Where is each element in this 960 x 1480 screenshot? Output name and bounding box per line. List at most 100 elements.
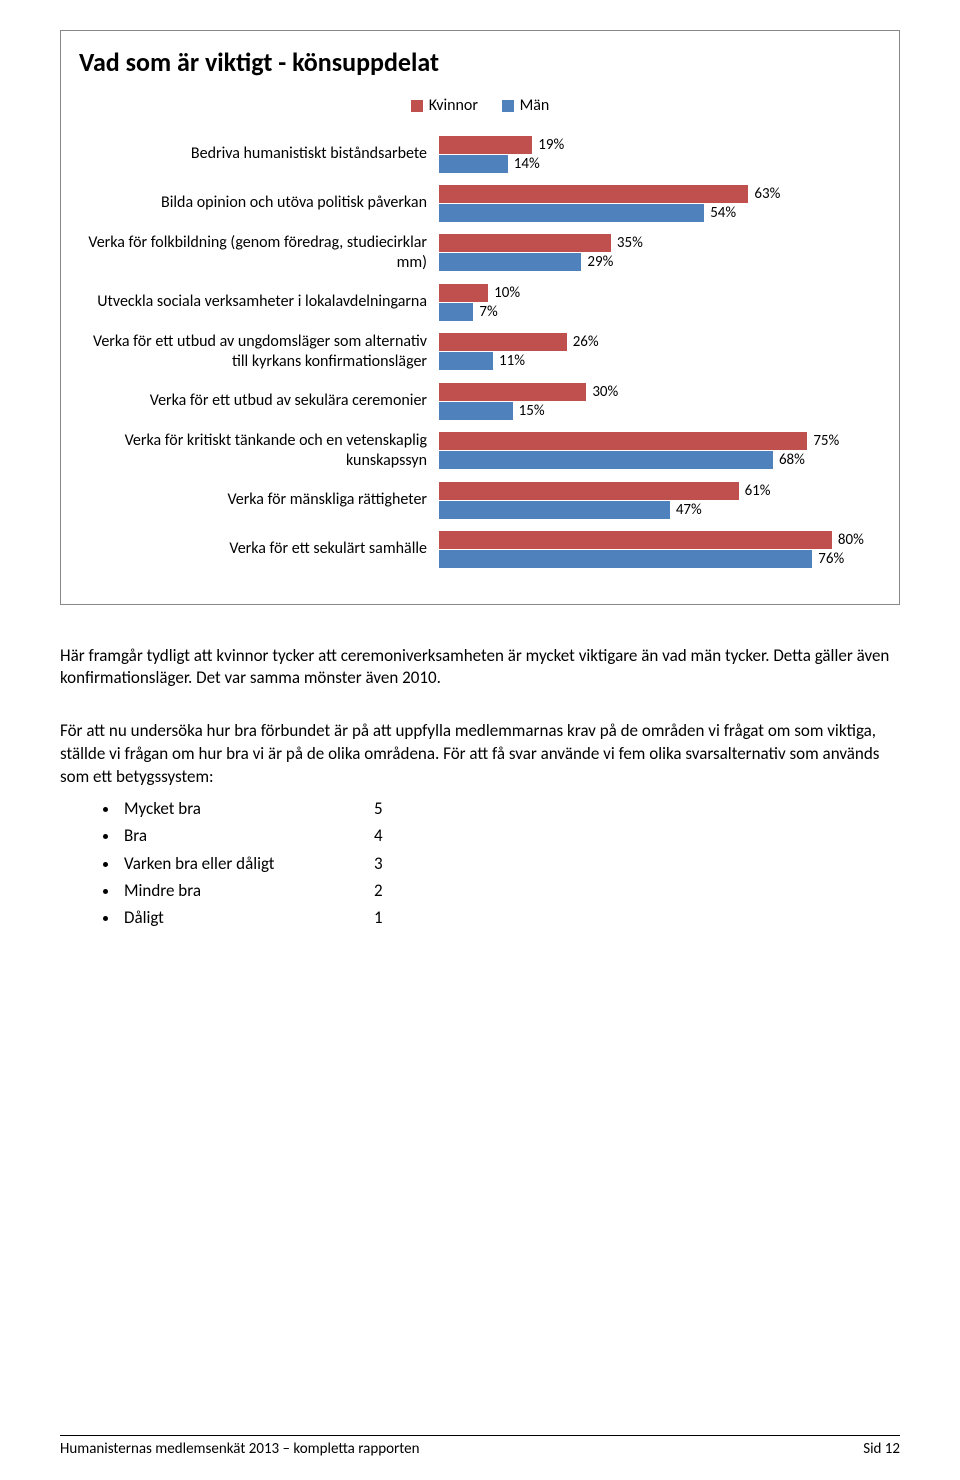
bar-kvinnor: 26% <box>439 333 881 351</box>
legend-item-man: Män <box>502 96 550 115</box>
bar-kvinnor: 35% <box>439 234 881 252</box>
paragraph-2: För att nu undersöka hur bra förbundet ä… <box>60 720 900 789</box>
chart-legend: Kvinnor Män <box>79 96 881 117</box>
bar-fill-kvinnor <box>439 333 567 351</box>
rating-item: Mycket bra5 <box>120 795 900 822</box>
rating-label: Bra <box>124 822 374 849</box>
bar-man: 7% <box>439 303 881 321</box>
bar-kvinnor: 61% <box>439 482 881 500</box>
bar-value-man: 54% <box>710 204 736 222</box>
chart-row: Utveckla sociala verksamheter i lokalavd… <box>79 283 881 322</box>
row-label: Verka för kritiskt tänkande och en veten… <box>79 431 439 471</box>
rating-item: Varken bra eller dåligt3 <box>120 850 900 877</box>
rating-label: Mindre bra <box>124 877 374 904</box>
bar-kvinnor: 19% <box>439 136 881 154</box>
chart-row: Verka för mänskliga rättigheter61%47% <box>79 481 881 520</box>
chart-rows: Bedriva humanistiskt biståndsarbete19%14… <box>79 135 881 579</box>
bar-fill-kvinnor <box>439 531 832 549</box>
bar-value-man: 29% <box>587 253 613 271</box>
bar-fill-kvinnor <box>439 284 488 302</box>
bar-fill-man <box>439 550 812 568</box>
bar-value-man: 76% <box>818 550 844 568</box>
bar-value-kvinnor: 80% <box>838 531 864 549</box>
row-label: Bilda opinion och utöva politisk påverka… <box>79 193 439 213</box>
row-bars: 61%47% <box>439 481 881 520</box>
bar-man: 15% <box>439 402 881 420</box>
bar-value-man: 7% <box>479 303 497 321</box>
bar-fill-kvinnor <box>439 482 739 500</box>
bar-value-man: 14% <box>514 155 540 173</box>
chart-row: Bilda opinion och utöva politisk påverka… <box>79 184 881 223</box>
rating-item: Bra4 <box>120 822 900 849</box>
footer-left: Humanisternas medlemsenkät 2013 – komple… <box>60 1440 419 1458</box>
bar-fill-man <box>439 352 493 370</box>
footer-right: Sid 12 <box>863 1440 900 1458</box>
legend-item-kvinnor: Kvinnor <box>411 96 478 115</box>
chart-row: Bedriva humanistiskt biståndsarbete19%14… <box>79 135 881 174</box>
bar-fill-kvinnor <box>439 136 532 154</box>
row-label: Verka för ett utbud av sekulära ceremoni… <box>79 391 439 411</box>
chart-row: Verka för ett sekulärt samhälle80%76% <box>79 530 881 569</box>
bar-man: 14% <box>439 155 881 173</box>
row-label: Verka för ett sekulärt samhälle <box>79 539 439 559</box>
bar-fill-kvinnor <box>439 383 586 401</box>
chart-row: Verka för ett utbud av ungdomsläger som … <box>79 332 881 372</box>
bar-value-kvinnor: 10% <box>494 284 520 302</box>
bar-fill-man <box>439 155 508 173</box>
bar-man: 76% <box>439 550 881 568</box>
page-footer: Humanisternas medlemsenkät 2013 – komple… <box>60 1435 900 1458</box>
bar-kvinnor: 80% <box>439 531 881 549</box>
bar-value-man: 68% <box>779 451 805 469</box>
bar-kvinnor: 30% <box>439 383 881 401</box>
bar-value-kvinnor: 75% <box>813 432 839 450</box>
rating-value: 2 <box>374 880 383 901</box>
row-bars: 75% 68% <box>439 431 881 470</box>
legend-swatch-kvinnor <box>411 100 423 112</box>
chart-container: Vad som är viktigt - könsuppdelat Kvinno… <box>60 30 900 605</box>
bar-value-man: 47% <box>676 501 702 519</box>
bar-value-kvinnor: 19% <box>538 136 564 154</box>
chart-row: Verka för folkbildning (genom föredrag, … <box>79 233 881 273</box>
row-label: Verka för folkbildning (genom föredrag, … <box>79 233 439 273</box>
bar-fill-kvinnor <box>439 432 807 450</box>
row-bars: 19%14% <box>439 135 881 174</box>
bar-value-kvinnor: 30% <box>592 383 618 401</box>
bar-fill-man <box>439 204 704 222</box>
bar-value-man: 15% <box>519 402 545 420</box>
bar-kvinnor: 63% <box>439 185 881 203</box>
row-bars: 80%76% <box>439 530 881 569</box>
legend-label-man: Män <box>520 96 550 115</box>
row-bars: 26% 11% <box>439 332 881 371</box>
bar-fill-man <box>439 253 581 271</box>
bar-fill-man <box>439 303 473 321</box>
row-label: Utveckla sociala verksamheter i lokalavd… <box>79 292 439 312</box>
rating-label: Mycket bra <box>124 795 374 822</box>
row-bars: 63% 54% <box>439 184 881 223</box>
row-bars: 35%29% <box>439 233 881 272</box>
legend-swatch-man <box>502 100 514 112</box>
bar-value-kvinnor: 26% <box>573 333 599 351</box>
chart-row: Verka för ett utbud av sekulära ceremoni… <box>79 382 881 421</box>
bar-value-kvinnor: 63% <box>754 185 780 203</box>
bar-value-kvinnor: 35% <box>617 234 643 252</box>
bar-value-man: 11% <box>499 352 525 370</box>
rating-item: Dåligt1 <box>120 904 900 931</box>
paragraph-1: Här framgår tydligt att kvinnor tycker a… <box>60 645 900 691</box>
rating-value: 3 <box>374 853 383 874</box>
bar-fill-man <box>439 501 670 519</box>
bar-man: 11% <box>439 352 881 370</box>
bar-man: 29% <box>439 253 881 271</box>
row-bars: 30% 15% <box>439 382 881 421</box>
rating-list: Mycket bra5Bra4Varken bra eller dåligt3M… <box>60 795 900 931</box>
row-label: Bedriva humanistiskt biståndsarbete <box>79 144 439 164</box>
rating-value: 4 <box>374 825 383 846</box>
row-label: Verka för mänskliga rättigheter <box>79 490 439 510</box>
rating-item: Mindre bra2 <box>120 877 900 904</box>
bar-fill-man <box>439 451 773 469</box>
rating-value: 5 <box>374 798 383 819</box>
bar-kvinnor: 75% <box>439 432 881 450</box>
row-label: Verka för ett utbud av ungdomsläger som … <box>79 332 439 372</box>
bar-man: 47% <box>439 501 881 519</box>
page: Vad som är viktigt - könsuppdelat Kvinno… <box>0 0 960 1480</box>
bar-man: 68% <box>439 451 881 469</box>
